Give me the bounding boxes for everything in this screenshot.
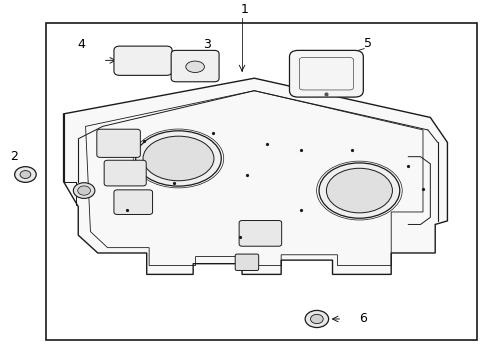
Ellipse shape bbox=[319, 163, 399, 218]
FancyBboxPatch shape bbox=[114, 190, 152, 215]
Circle shape bbox=[73, 183, 95, 198]
Text: 1: 1 bbox=[240, 3, 248, 16]
Ellipse shape bbox=[326, 168, 391, 213]
Text: 3: 3 bbox=[203, 39, 210, 51]
FancyBboxPatch shape bbox=[114, 46, 172, 75]
Text: 5: 5 bbox=[364, 37, 371, 50]
Ellipse shape bbox=[185, 61, 204, 72]
FancyBboxPatch shape bbox=[97, 129, 140, 157]
Ellipse shape bbox=[143, 136, 214, 181]
Circle shape bbox=[78, 186, 90, 195]
Text: 6: 6 bbox=[359, 312, 366, 325]
FancyBboxPatch shape bbox=[235, 254, 258, 270]
Polygon shape bbox=[63, 78, 447, 274]
Text: 4: 4 bbox=[78, 39, 85, 51]
Circle shape bbox=[15, 167, 36, 183]
FancyBboxPatch shape bbox=[171, 50, 219, 82]
Circle shape bbox=[310, 314, 323, 324]
Bar bbox=[46, 23, 476, 341]
Circle shape bbox=[20, 171, 31, 179]
FancyBboxPatch shape bbox=[239, 221, 281, 246]
Circle shape bbox=[305, 310, 328, 328]
Ellipse shape bbox=[136, 131, 221, 186]
FancyBboxPatch shape bbox=[289, 50, 363, 97]
Text: 2: 2 bbox=[10, 150, 18, 163]
FancyBboxPatch shape bbox=[104, 160, 146, 186]
